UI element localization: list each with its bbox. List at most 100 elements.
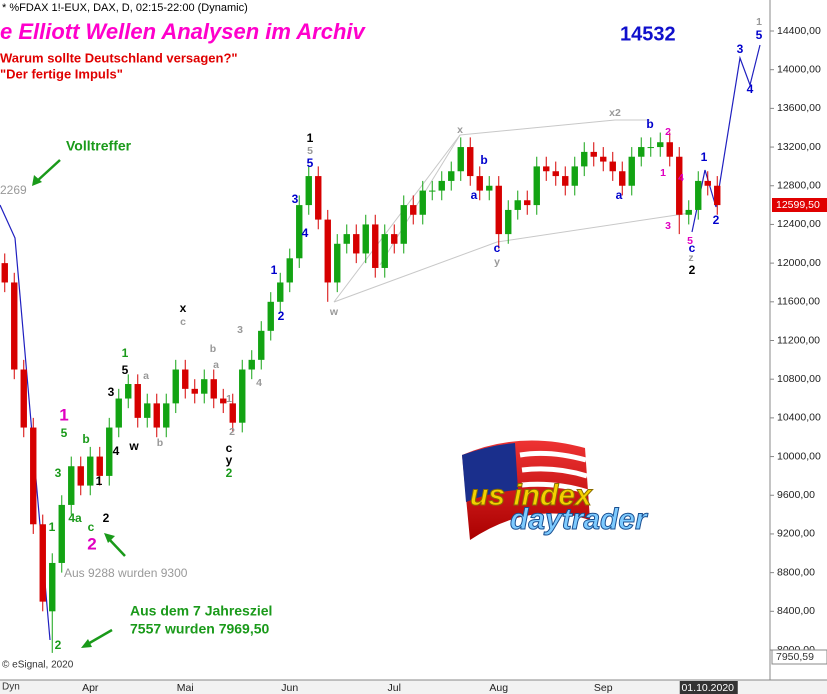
wave-label: 4	[678, 172, 684, 184]
chart-title: e Elliott Wellen Analysen im Archiv	[0, 19, 366, 44]
candle-body	[391, 234, 398, 244]
candle-body	[638, 147, 645, 157]
wave-label: x	[457, 124, 463, 136]
annotation: 7557 wurden 7969,50	[130, 621, 270, 637]
candle-body	[163, 403, 170, 428]
wave-label: 1	[701, 150, 708, 164]
wave-label: 5	[756, 28, 763, 42]
candle-body	[581, 151, 588, 167]
x-tick-label: Aug	[489, 682, 508, 694]
candle-body	[58, 504, 65, 563]
wave-label: 4a	[68, 511, 82, 525]
candle-body	[125, 384, 132, 399]
candle-body	[590, 151, 597, 157]
wave-label: 3	[237, 324, 243, 336]
candle-body	[543, 166, 550, 172]
candle-body	[476, 176, 483, 191]
candle-body	[296, 205, 303, 259]
wave-label: w	[128, 439, 139, 453]
wave-label: 1	[660, 167, 666, 179]
candle-body	[1, 263, 8, 283]
candle-body	[704, 180, 711, 186]
annotation: Aus dem 7 Jahresziel	[130, 603, 272, 619]
candle-body	[220, 398, 227, 404]
candle-body	[324, 219, 331, 283]
wave-label: 2	[226, 466, 233, 480]
annotation: Aus 9288 wurden 9300	[64, 566, 188, 580]
candle-body	[609, 161, 616, 172]
wave-label: a	[143, 370, 149, 382]
wave-label: b	[480, 153, 487, 167]
wave-label: 1	[59, 405, 68, 424]
wave-label: 3	[737, 42, 744, 56]
wave-label: 5	[307, 156, 314, 170]
subtitle: "Der fertige Impuls"	[0, 66, 123, 81]
y-tick-label: 13600,00	[777, 102, 821, 114]
x-axis-strip	[0, 680, 827, 694]
wave-label: 3	[665, 220, 671, 232]
y-tick-label: 11600,00	[777, 296, 820, 308]
wave-label: x2	[609, 107, 621, 119]
y-tick-label: 10000,00	[777, 450, 821, 462]
wave-label: 4	[747, 82, 754, 96]
wave-label: 4	[113, 444, 120, 458]
wave-label: b	[210, 343, 216, 355]
wave-label: w	[329, 306, 339, 318]
candle-body	[49, 562, 56, 612]
candle-body	[467, 147, 474, 177]
candle-body	[571, 166, 578, 186]
wave-label: 2	[689, 263, 696, 277]
x-tick-label: 01.10.2020	[681, 682, 734, 694]
candle-body	[277, 282, 284, 302]
price-tag-text: 12599,50	[776, 199, 820, 211]
candle-body	[334, 243, 341, 283]
candle-body	[600, 156, 607, 162]
candle-body	[533, 166, 540, 206]
wave-label: a	[471, 188, 478, 202]
candle-body	[77, 466, 84, 486]
candle-body	[153, 403, 160, 428]
y-tick-label: 9200,00	[777, 528, 815, 540]
candle-body	[400, 205, 407, 244]
candle-body	[381, 234, 388, 268]
price-tag	[772, 198, 827, 212]
candle-body	[115, 398, 122, 428]
candle-body	[239, 369, 246, 423]
annotation: Volltreffer	[66, 138, 132, 154]
wave-label: 5	[122, 363, 129, 377]
target: 14532	[620, 23, 676, 45]
wave-label: 1	[756, 16, 762, 28]
wave-label: 1	[226, 393, 232, 405]
y-tick-label: 11200,00	[777, 334, 820, 346]
y-tick-label: 12000,00	[777, 257, 821, 269]
arrow-head	[81, 639, 92, 648]
subtitle: Warum sollte Deutschland versagen?"	[0, 50, 238, 65]
wave-label: 2	[713, 213, 720, 227]
y-tick-label: 9600,00	[777, 489, 815, 501]
candle-body	[134, 384, 141, 418]
wave-label: 3	[108, 385, 115, 399]
candle-body	[419, 190, 426, 215]
wave-label: c	[226, 441, 233, 455]
candle-body	[448, 171, 455, 181]
candle-body	[410, 205, 417, 215]
wave-label: 1	[307, 131, 314, 145]
logo-text: daytrader	[510, 503, 649, 536]
candle-body	[628, 156, 635, 186]
arrow	[35, 159, 61, 183]
wave-label: c	[494, 241, 501, 255]
wave-label: c	[88, 520, 95, 534]
wave-label: 4	[256, 377, 262, 389]
candle-body	[524, 200, 531, 206]
candle-body	[486, 185, 493, 191]
price-tag-text: 7950,59	[776, 651, 814, 663]
candle-body	[30, 427, 37, 525]
x-tick-label: Apr	[82, 682, 99, 694]
wave-label: 1	[96, 474, 103, 488]
candle-body	[343, 234, 350, 244]
candle-body	[96, 456, 103, 476]
candle-body	[562, 176, 569, 186]
candle-body	[619, 171, 626, 186]
wave-label: y	[494, 256, 500, 268]
